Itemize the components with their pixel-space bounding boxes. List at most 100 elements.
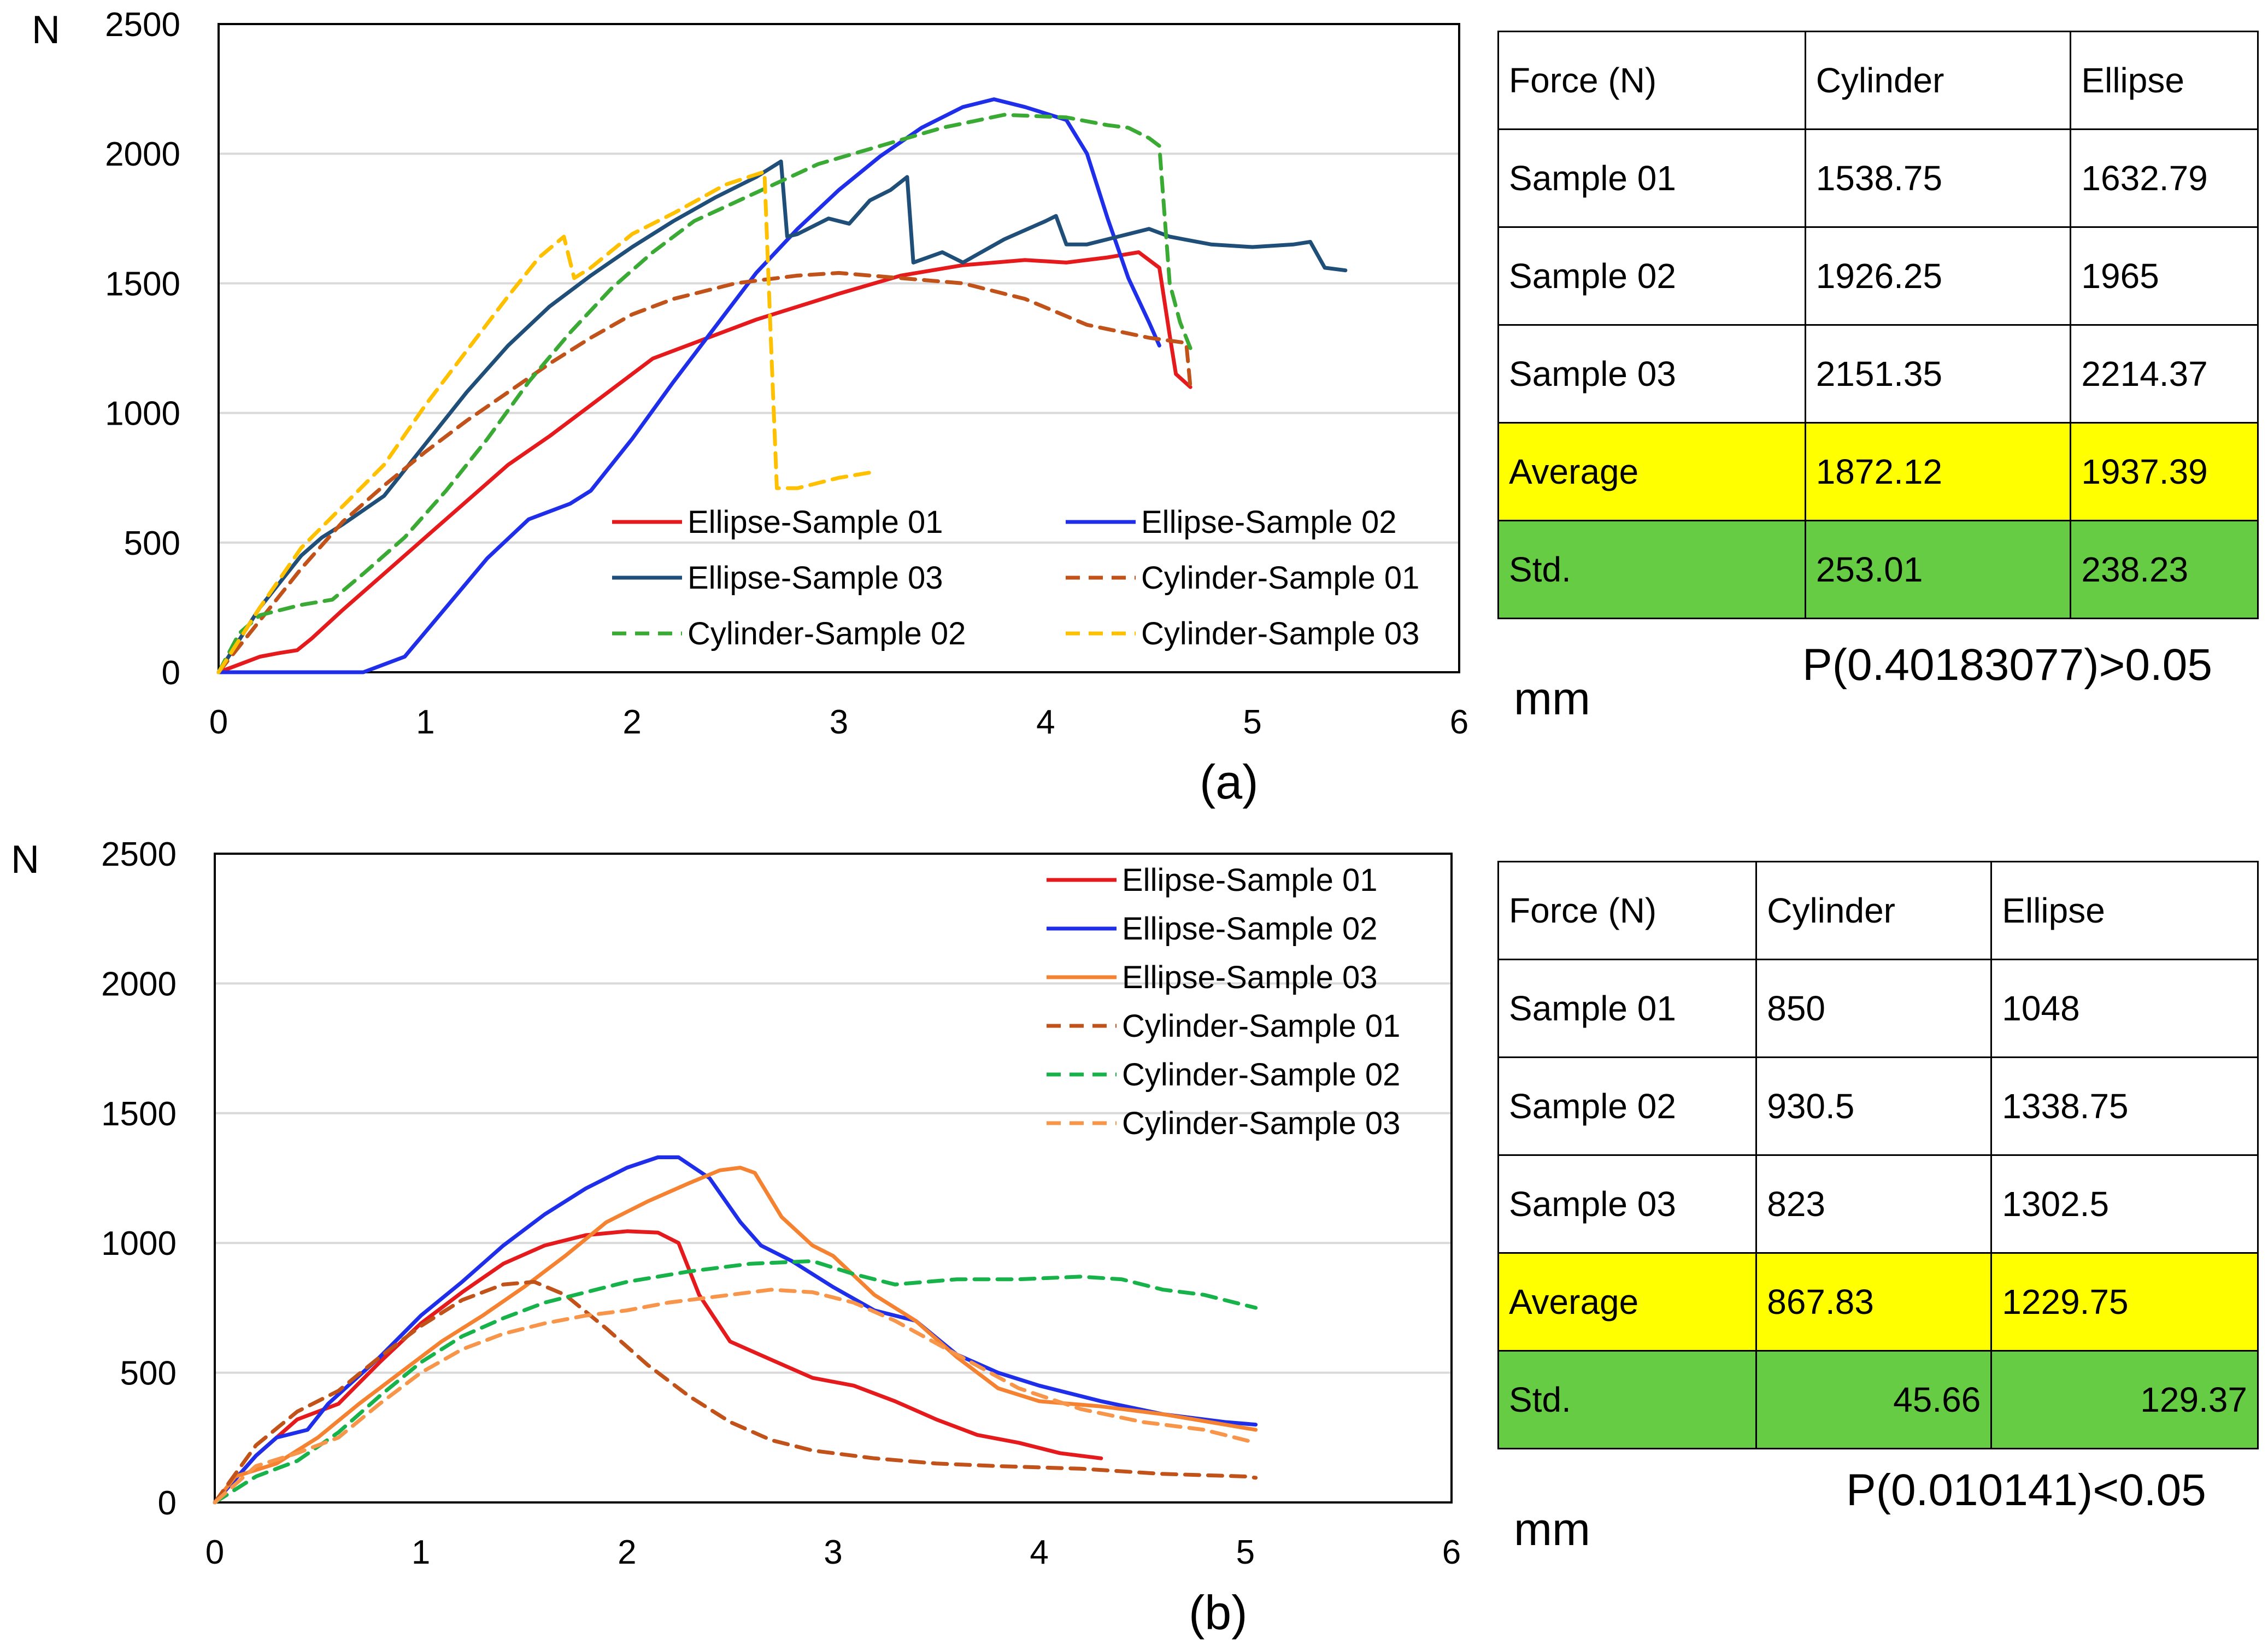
y-tick-label: 0 (158, 1484, 177, 1522)
plot-frame (214, 853, 1453, 1504)
table-cell: 850 (1755, 959, 1993, 1058)
table-row: Sample 02 1926.25 1965 (1497, 226, 2259, 326)
table-cell: 1048 (1990, 959, 2259, 1058)
table-cell: Sample 02 (1497, 1056, 1758, 1156)
table-header-cell: Force (N) (1497, 31, 1806, 130)
x-tick-label: 4 (1030, 1534, 1048, 1571)
legend-label: Ellipse-Sample 01 (1122, 862, 1377, 898)
legend-label: Cylinder-Sample 01 (1141, 560, 1419, 596)
series-line-ellipse-sample-02 (213, 1155, 1258, 1505)
x-tick-label: 2 (618, 1534, 636, 1571)
table-row: Std. 45.66 129.37 (1497, 1350, 2259, 1449)
legend-label: Cylinder-Sample 02 (688, 616, 966, 651)
table-cell: 1538.75 (1804, 128, 2072, 228)
table-row: Sample 03 2151.35 2214.37 (1497, 324, 2259, 424)
y-unit-label-a: N (32, 8, 60, 52)
series-line-cylinder-sample-03 (216, 169, 872, 674)
legend: Ellipse-Sample 01 Ellipse-Sample 02 Ellips… (612, 504, 1419, 651)
y-tick-label: 0 (162, 654, 180, 692)
series-line-ellipse-sample-03 (216, 159, 1348, 674)
x-tick-label: 5 (1243, 703, 1261, 741)
table-header-cell: Force (N) (1497, 861, 1758, 960)
legend: Ellipse-Sample 01 Ellipse-Sample 02 Ellips… (1047, 862, 1400, 1141)
table-cell: 1965 (2070, 226, 2259, 326)
series-line-cylinder-sample-01 (216, 271, 1192, 674)
x-tick-label: 2 (622, 703, 641, 741)
table-header-row: Force (N) Cylinder Ellipse (1497, 861, 2259, 960)
p-value-b: P(0.010141)<0.05 (1846, 1465, 2206, 1515)
table-cell: 45.66 (1755, 1350, 1993, 1449)
y-unit-label-b: N (11, 838, 39, 882)
y-tick-label: 1000 (105, 395, 180, 433)
table-cell: 2151.35 (1804, 324, 2072, 424)
table-header-cell: Ellipse (2070, 31, 2259, 130)
series-line-cylinder-sample-01 (213, 1279, 1258, 1505)
plot-frame (218, 23, 1460, 673)
table-cell: 1229.75 (1990, 1252, 2259, 1352)
table-cell: Sample 02 (1497, 226, 1806, 326)
legend-label: Cylinder-Sample 03 (1141, 616, 1419, 651)
chart-a: 0 500 1000 1500 2000 2500 0 1 2 3 4 5 6 Ellipse-Sampl… (105, 6, 1468, 741)
table-cell: 930.5 (1755, 1056, 1993, 1156)
stats-table-a: Force (N) Cylinder Ellipse Sample 01 1538.75… (1497, 31, 2259, 619)
x-tick-label: 0 (209, 703, 228, 741)
y-tick-label: 500 (124, 525, 180, 562)
table-cell: 1937.39 (2070, 422, 2259, 521)
table-cell: Std. (1497, 520, 1806, 619)
x-tick-label: 5 (1236, 1534, 1255, 1571)
x-tick-label: 4 (1036, 703, 1055, 741)
table-cell: 253.01 (1804, 520, 2072, 619)
table-cell: Sample 01 (1497, 959, 1758, 1058)
legend-label: Ellipse-Sample 01 (688, 504, 943, 540)
series-line-ellipse-sample-01 (216, 250, 1192, 674)
table-header-cell: Cylinder (1755, 861, 1993, 960)
p-value-a: P(0.40183077)>0.05 (1802, 640, 2213, 690)
legend-label: Ellipse-Sample 03 (688, 560, 943, 596)
table-row: Sample 01 1538.75 1632.79 (1497, 128, 2259, 228)
series-line-ellipse-sample-01 (213, 1229, 1103, 1505)
table-cell: 1302.5 (1990, 1154, 2259, 1254)
y-tick-label: 2000 (105, 136, 180, 173)
x-tick-label: 1 (412, 1534, 430, 1571)
table-row: Sample 03 823 1302.5 (1497, 1154, 2259, 1254)
table-row: Average 1872.12 1937.39 (1497, 422, 2259, 521)
series-line-ellipse-sample-02 (216, 97, 1161, 674)
x-unit-label-a: mm (1514, 673, 1590, 724)
series-line-cylinder-sample-02 (213, 1259, 1258, 1505)
table-header-cell: Cylinder (1804, 31, 2072, 130)
y-tick-label: 1500 (105, 265, 180, 303)
x-tick-label: 3 (824, 1534, 842, 1571)
series-line-cylinder-sample-03 (213, 1288, 1258, 1505)
table-cell: Std. (1497, 1350, 1758, 1449)
legend-label: Cylinder-Sample 02 (1122, 1057, 1400, 1093)
legend-label: Cylinder-Sample 01 (1122, 1008, 1400, 1044)
table-row: Sample 01 850 1048 (1497, 959, 2259, 1058)
table-cell: 1872.12 (1804, 422, 2072, 521)
legend-label: Ellipse-Sample 02 (1122, 911, 1377, 947)
table-row: Sample 02 930.5 1338.75 (1497, 1056, 2259, 1156)
table-cell: 823 (1755, 1154, 1993, 1254)
x-tick-label: 1 (416, 703, 434, 741)
table-row: Std. 253.01 238.23 (1497, 520, 2259, 619)
table-header-row: Force (N) Cylinder Ellipse (1497, 31, 2259, 130)
y-tick-label: 2500 (105, 6, 180, 44)
table-cell: 1926.25 (1804, 226, 2072, 326)
table-cell: Average (1497, 1252, 1758, 1352)
table-cell: Sample 03 (1497, 324, 1806, 424)
table-cell: 238.23 (2070, 520, 2259, 619)
x-tick-label: 0 (205, 1534, 224, 1571)
x-tick-label: 6 (1442, 1534, 1461, 1571)
table-cell: 1338.75 (1990, 1056, 2259, 1156)
y-tick-label: 2500 (101, 836, 177, 873)
panel-label-b: (b) (1189, 1586, 1248, 1640)
x-unit-label-b: mm (1514, 1504, 1590, 1555)
legend-label: Ellipse-Sample 02 (1141, 504, 1396, 540)
table-cell: 867.83 (1755, 1252, 1993, 1352)
series-line-ellipse-sample-03 (213, 1166, 1258, 1505)
chart-b: 0 500 1000 1500 2000 2500 0 1 2 3 4 5 6 Ellipse-Sampl… (101, 836, 1461, 1571)
y-tick-label: 2000 (101, 965, 177, 1003)
x-tick-label: 6 (1450, 703, 1468, 741)
stats-table-b: Force (N) Cylinder Ellipse Sample 01 850 1048… (1497, 861, 2259, 1449)
y-tick-label: 1500 (101, 1095, 177, 1133)
